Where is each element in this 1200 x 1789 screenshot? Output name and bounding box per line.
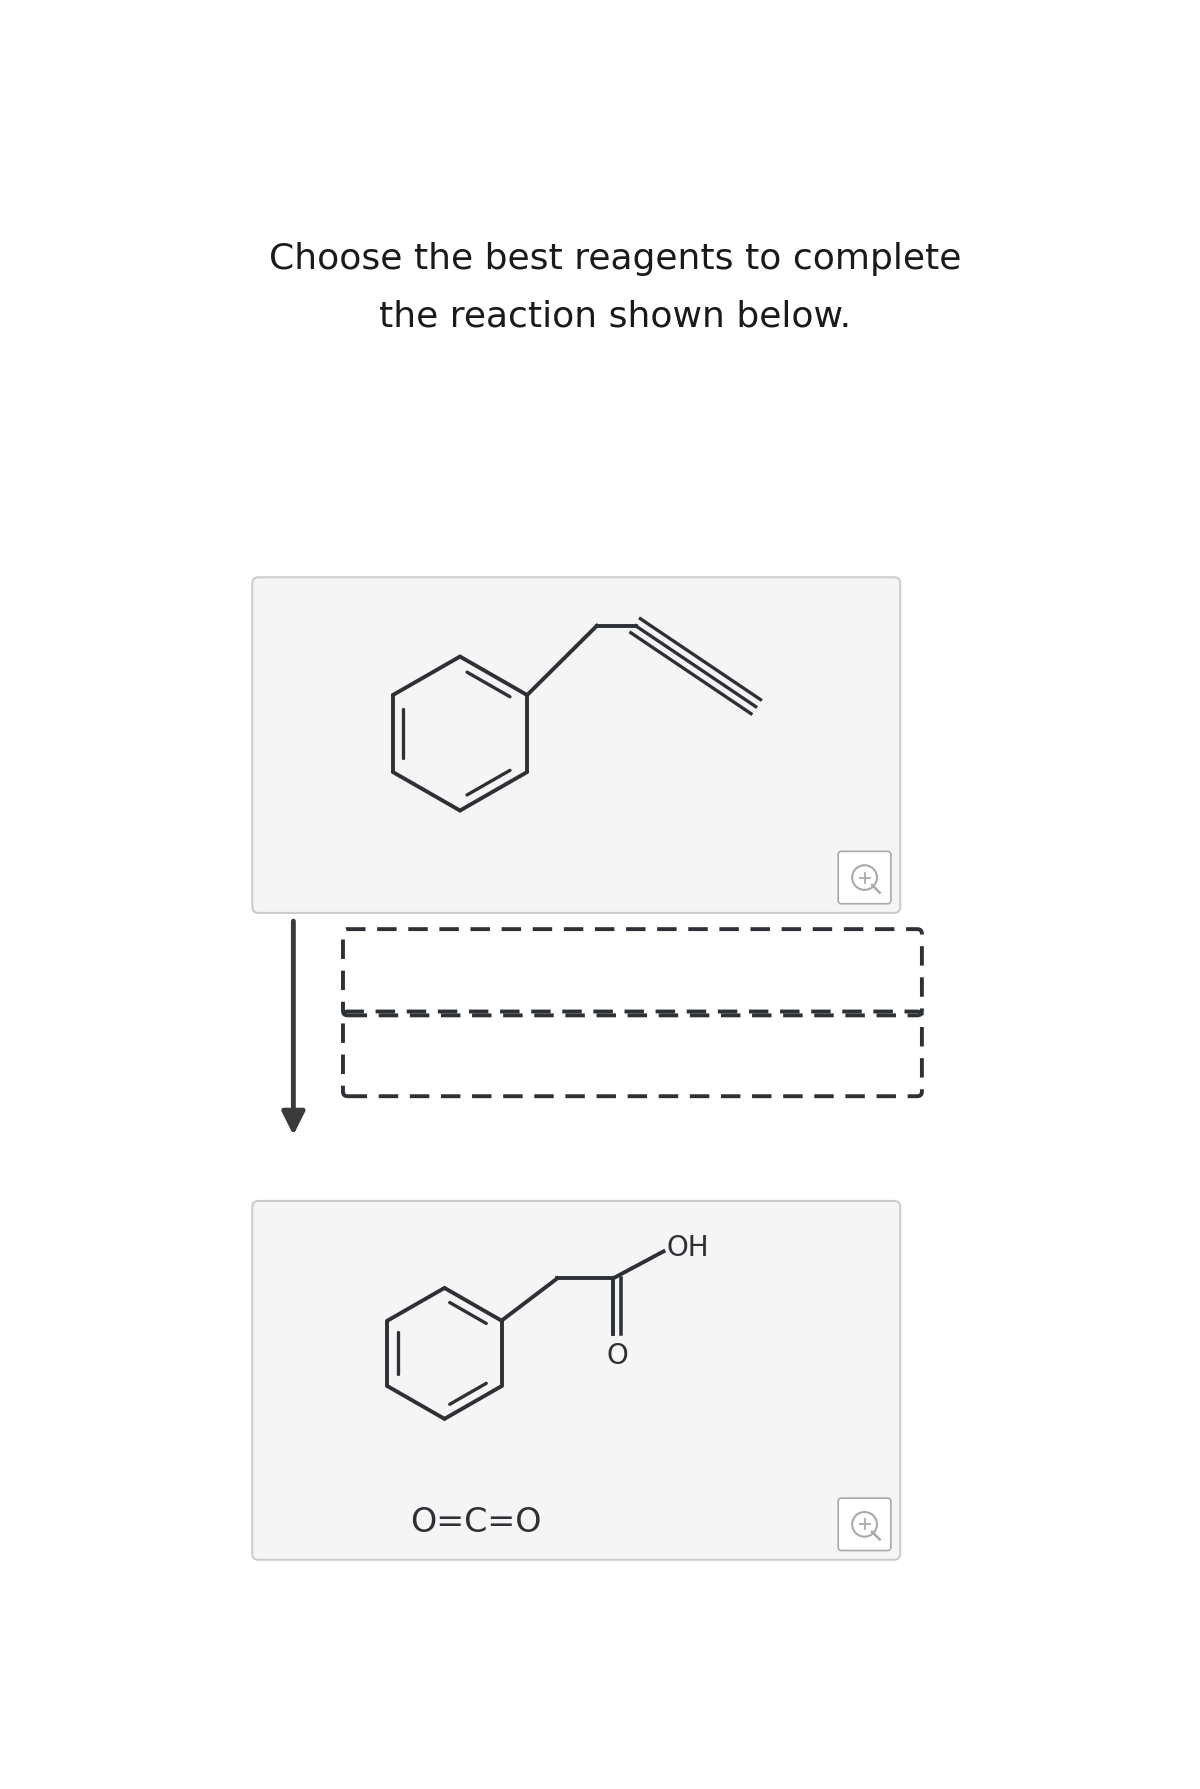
Text: O=C=O: O=C=O	[409, 1505, 541, 1539]
FancyBboxPatch shape	[838, 852, 890, 903]
FancyBboxPatch shape	[838, 1499, 890, 1551]
Text: the reaction shown below.: the reaction shown below.	[379, 299, 851, 333]
Text: Choose the best reagents to complete: Choose the best reagents to complete	[269, 242, 961, 276]
Text: OH: OH	[667, 1233, 709, 1261]
Text: O: O	[606, 1342, 628, 1370]
FancyBboxPatch shape	[252, 578, 900, 914]
FancyBboxPatch shape	[252, 1200, 900, 1560]
